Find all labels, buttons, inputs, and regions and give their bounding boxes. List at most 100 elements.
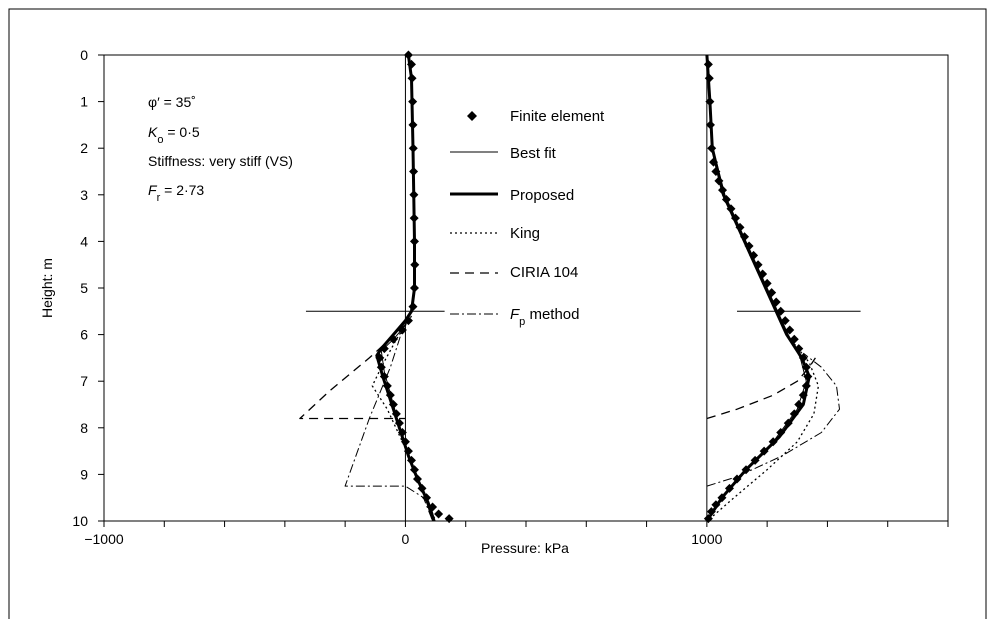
right-finite-element-point — [759, 446, 769, 456]
left-finite-element-point — [409, 213, 419, 223]
left-finite-element-point — [379, 344, 389, 354]
right-finite-element-point — [789, 334, 799, 344]
right-finite-element-point — [704, 73, 714, 83]
left-finite-element-point — [410, 260, 420, 270]
left-finite-element-point — [434, 509, 444, 519]
legend-label-fp-symbol: F — [510, 306, 520, 323]
left-finite-element-point — [428, 502, 438, 512]
right-finite-element-point — [711, 500, 721, 510]
legend-label-fp-text: method — [525, 306, 579, 323]
y-tick-label: 7 — [80, 373, 88, 389]
left-finite-element-point — [403, 316, 413, 326]
right-finite-element-point — [717, 493, 727, 503]
right-finite-element-point — [735, 222, 745, 232]
legend-label-fp-subscript: p — [519, 316, 525, 328]
left-finite-element-point — [397, 325, 407, 335]
legend: Finite element Best fit Proposed King CI… — [450, 108, 605, 328]
right-finite-element-point — [758, 269, 768, 279]
annotation-ko-symbol: K — [148, 124, 158, 140]
left-finite-element-point — [394, 418, 404, 428]
left-finite-element-point — [409, 283, 419, 293]
left-finite-element-point — [376, 362, 386, 372]
left-finite-element-point — [406, 455, 416, 465]
left-finite-element-point — [412, 474, 422, 484]
right-finite-element-point — [718, 185, 728, 195]
annotation-stiffness: Stiffness: very stiff (VS) — [148, 153, 293, 169]
right-finite-element-point — [706, 507, 716, 517]
chart-outer-frame — [8, 8, 987, 619]
y-tick-label: 5 — [80, 280, 88, 296]
left-finite-element-point — [417, 483, 427, 493]
legend-label-proposed: Proposed — [510, 187, 574, 204]
right-finite-element-point — [801, 381, 811, 391]
annotation-phi: φ′ = 35˚ — [148, 94, 196, 110]
left-finite-element-point — [397, 427, 407, 437]
left-finite-element-point — [408, 97, 418, 107]
legend-label-best-fit: Best fit — [510, 145, 557, 162]
left-finite-element-point — [409, 465, 419, 475]
y-tick-label: 6 — [80, 327, 88, 343]
right-finite-element-point — [732, 474, 742, 484]
right-finite-element-point — [750, 455, 760, 465]
y-axis-title: Height: m — [39, 258, 55, 318]
right-finite-element-point — [803, 372, 813, 382]
legend-label-king: King — [510, 225, 540, 242]
right-finite-element-point — [768, 437, 778, 447]
right-finite-element-point — [721, 194, 731, 204]
right-finite-element-point — [794, 400, 804, 409]
annotation-ko-subscript: o — [157, 134, 163, 146]
right-finite-element-point — [714, 176, 724, 186]
annotation-ko-value: = 0·5 — [163, 124, 199, 140]
left-finite-element-point — [385, 390, 395, 400]
right-finite-element-point — [730, 213, 740, 223]
right-series-fp — [706, 352, 840, 487]
left-finite-element-point — [409, 190, 419, 200]
left-finite-element-point — [407, 73, 417, 83]
right-series-proposed — [705, 54, 811, 522]
right-finite-element-point — [708, 157, 718, 167]
right-finite-element-point — [740, 232, 750, 242]
x-axis-title: Pressure: kPa — [481, 540, 569, 556]
left-finite-element-point — [408, 120, 418, 130]
legend-label-fp: Fp method — [510, 306, 580, 328]
y-tick-label: 2 — [80, 140, 88, 156]
right-finite-element-point — [767, 288, 777, 298]
right-finite-element-point — [705, 120, 715, 130]
legend-label-finite-element: Finite element — [510, 108, 605, 125]
annotation-fr-subscript: r — [157, 192, 161, 204]
right-finite-element-point — [705, 97, 715, 107]
y-tick-label: 9 — [80, 466, 88, 482]
right-finite-element-point — [762, 278, 772, 288]
legend-symbol-finite-element — [467, 111, 477, 121]
left-finite-element-point — [388, 400, 398, 409]
left-finite-element-point — [375, 353, 385, 363]
annotation-ko: Ko = 0·5 — [148, 124, 200, 146]
parameter-annotations: φ′ = 35˚ Ko = 0·5 Stiffness: very stiff … — [148, 94, 293, 204]
right-finite-element-point — [744, 241, 754, 251]
axes: 0 1 2 3 4 5 6 7 8 9 10 −1000 0 1000 — [72, 47, 949, 547]
right-finite-element-point — [726, 204, 736, 214]
y-tick-label: 10 — [72, 513, 88, 529]
left-finite-element-point — [382, 381, 392, 391]
right-finite-element-point — [753, 260, 763, 270]
right-finite-element-point — [789, 409, 799, 419]
x-tick-label: 0 — [402, 531, 410, 547]
left-finite-element-point — [408, 302, 418, 312]
left-finite-element-point — [379, 372, 389, 382]
left-finite-element-point — [388, 334, 398, 344]
left-finite-element-point — [444, 514, 454, 524]
left-finite-element-point — [408, 143, 418, 153]
left-finite-element-point — [422, 493, 432, 503]
y-tick-label: 4 — [80, 233, 88, 249]
left-finite-element-point — [403, 446, 413, 456]
right-finite-element-point — [771, 297, 781, 307]
legend-label-ciria: CIRIA 104 — [510, 264, 578, 281]
finite-element-markers — [375, 50, 813, 524]
x-tick-label: −1000 — [84, 531, 124, 547]
right-finite-element-point — [711, 167, 721, 176]
y-tick-label: 3 — [80, 187, 88, 203]
right-finite-element-point — [794, 344, 804, 354]
right-finite-element-point — [785, 325, 795, 335]
right-series-best-fit — [706, 54, 807, 522]
